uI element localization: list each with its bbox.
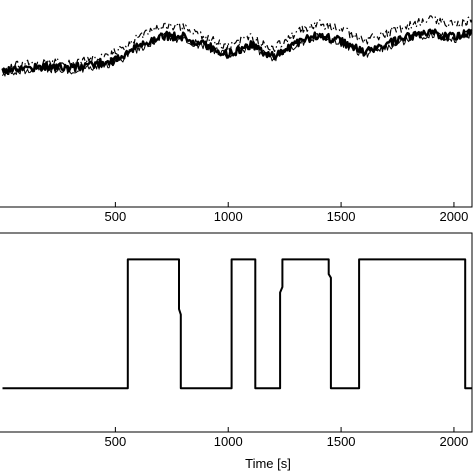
bottom-x-tick-label: 500	[105, 434, 127, 449]
bottom-series-line-thick-solid	[2, 258, 472, 390]
bottom-series-group	[2, 258, 472, 390]
bottom-x-ticks: 500 1000 1500 2000	[105, 427, 468, 449]
top-x-tick-label: 1500	[327, 209, 356, 224]
bottom-plot-area	[0, 232, 473, 433]
top-series-line-thin-solid	[2, 29, 473, 77]
bottom-panel: 500 1000 1500 2000 Time [s]	[0, 232, 473, 471]
top-x-tick-label: 1000	[214, 209, 243, 224]
top-panel: 500 1000 1500 2000	[0, 0, 473, 224]
top-x-tick-label: 2000	[439, 209, 468, 224]
top-x-tick-label: 500	[105, 209, 127, 224]
top-series-line-dash-dot	[2, 15, 473, 72]
top-series-group	[1, 15, 473, 77]
top-x-ticks: 500 1000 1500 2000	[105, 202, 468, 224]
bottom-x-tick-label: 2000	[439, 434, 468, 449]
top-plot-area	[0, 0, 473, 208]
bottom-x-tick-label: 1000	[214, 434, 243, 449]
x-axis-label: Time [s]	[245, 456, 291, 471]
bottom-x-tick-label: 1500	[327, 434, 356, 449]
